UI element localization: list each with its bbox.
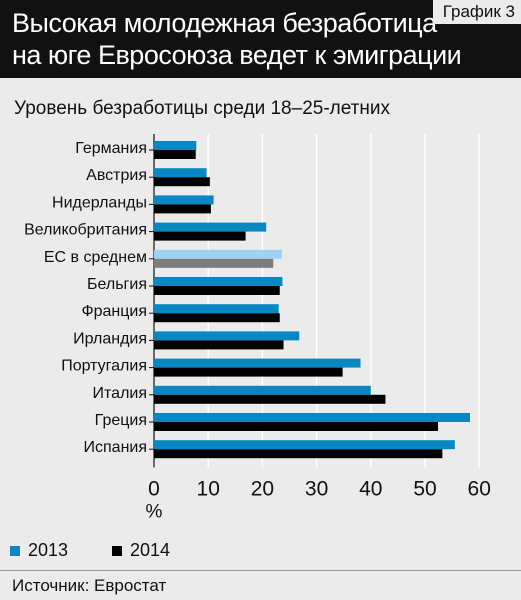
bar-2014-row-6: [154, 313, 280, 323]
chart-title: Высокая молодежная безработица на юге Ев…: [12, 7, 462, 71]
legend-swatch-2013: [10, 546, 20, 556]
category-label-row-11: Испания: [84, 439, 148, 456]
title-line-2: на юге Евросоюза ведет к эмиграции: [12, 40, 462, 70]
bar-2013-row-10: [154, 413, 470, 422]
x-tick-label-50: 50: [413, 477, 436, 500]
bar-2013-row-4: [154, 249, 282, 259]
category-label-row-9: Италия: [93, 385, 147, 402]
bar-2014-row-5: [154, 286, 280, 295]
bar-2013-row-9: [154, 385, 371, 395]
x-tick-label-30: 30: [305, 477, 328, 500]
bar-2014-row-7: [154, 340, 284, 350]
category-label-row-7: Ирландия: [73, 330, 147, 347]
bar-2014-row-11: [154, 449, 443, 459]
x-tick-label-10: 10: [197, 477, 220, 500]
x-axis-label: %: [146, 501, 163, 522]
bar-2013-row-5: [154, 277, 283, 286]
bar-2013-row-6: [154, 304, 279, 314]
category-label-row-0: Германия: [75, 140, 147, 157]
category-label-row-5: Бельгия: [87, 276, 147, 293]
category-label-row-2: Нидерланды: [52, 194, 147, 211]
legend-swatch-2014: [112, 546, 122, 556]
x-tick-label-0: 0: [148, 477, 160, 500]
bar-2014-row-2: [154, 204, 211, 214]
divider: [0, 570, 521, 571]
bar-2013-row-0: [154, 141, 197, 150]
legend-label-2014: 2014: [130, 540, 171, 560]
bar-2014-row-8: [154, 367, 343, 377]
x-tick-label-60: 60: [468, 477, 491, 500]
bar-2014-row-0: [154, 150, 196, 159]
bar-2013-row-3: [154, 222, 267, 232]
bar-2014-row-4: [154, 258, 274, 268]
chart-subtitle: Уровень безработицы среди 18–25-летних: [14, 98, 390, 119]
category-label-row-10: Греция: [95, 412, 147, 429]
bar-2014-row-3: [154, 231, 246, 241]
category-label-row-3: Великобритания: [24, 222, 147, 239]
bar-2013-row-8: [154, 358, 361, 368]
title-line-1: Высокая молодежная безработица: [12, 8, 437, 38]
x-tick-label-40: 40: [359, 477, 382, 500]
category-label-row-1: Австрия: [86, 167, 147, 184]
graph-label-tab: График 3: [433, 0, 521, 24]
legend-label-2013: 2013: [28, 540, 69, 560]
category-label-row-8: Португалия: [61, 358, 147, 375]
category-label-row-6: Франция: [81, 303, 147, 320]
bar-chart: Германия Австрия Нидерланды Великобритания Е…: [24, 134, 491, 522]
category-label-row-4: ЕС в среднем: [44, 249, 147, 266]
graph-label: График 3: [442, 2, 515, 21]
x-tick-label-20: 20: [251, 477, 274, 500]
bar-2014-row-1: [154, 177, 210, 187]
bar-2014-row-9: [154, 394, 386, 404]
bar-2014-row-10: [154, 422, 439, 431]
bar-2013-row-1: [154, 168, 207, 178]
source-note: Источник: Евростат: [12, 576, 167, 595]
bar-2013-row-2: [154, 195, 214, 205]
bar-2013-row-7: [154, 331, 300, 341]
bar-2013-row-11: [154, 440, 455, 450]
